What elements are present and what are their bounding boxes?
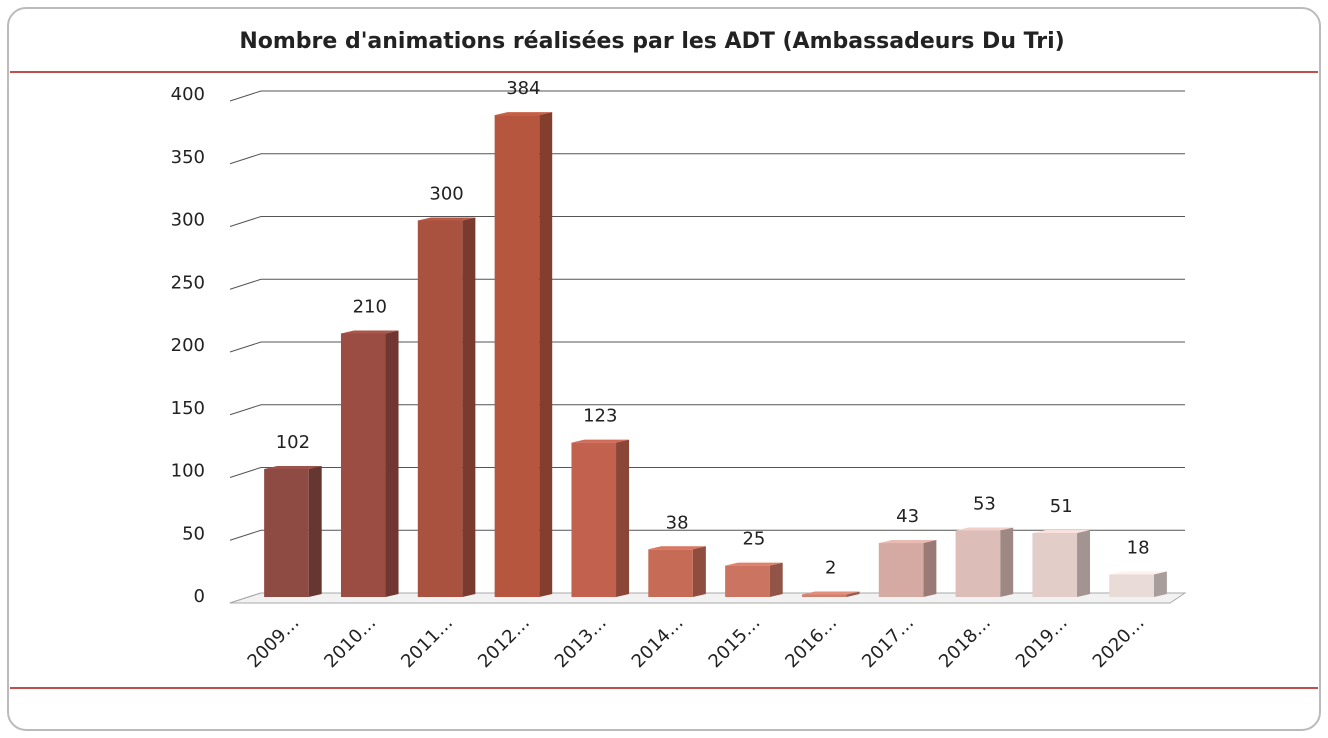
bar (571, 442, 617, 597)
bar-top (955, 527, 1014, 531)
bar-side (385, 330, 399, 597)
value-label: 51 (1050, 496, 1073, 517)
bar-top (417, 217, 476, 221)
bar-side (616, 439, 630, 597)
value-label: 384 (506, 78, 540, 99)
grid-line (229, 216, 1185, 227)
bar-side (846, 591, 860, 597)
y-tick-label: 150 (171, 398, 205, 419)
bar (878, 543, 924, 597)
bar-top (264, 465, 322, 469)
bar (1109, 574, 1154, 597)
bar-side (1000, 527, 1014, 597)
bar (340, 333, 386, 597)
bar (417, 220, 463, 597)
bar (725, 565, 770, 597)
bar-top (725, 562, 783, 566)
grid-line (229, 90, 1185, 102)
bar-side (692, 546, 706, 597)
y-tick-label: 100 (171, 461, 205, 482)
bar-side (462, 217, 476, 597)
bar-side (923, 540, 937, 597)
bar-top (1109, 571, 1167, 575)
bar-side (769, 562, 783, 597)
grid-line (229, 404, 1185, 416)
value-label: 53 (973, 493, 996, 514)
bar-top (801, 591, 860, 595)
bar (648, 549, 693, 597)
value-label: 210 (353, 296, 387, 317)
bar (494, 115, 540, 597)
chart-title: Nombre d'animations réalisées par les AD… (239, 29, 1064, 54)
value-label: 2 (825, 557, 836, 578)
bar (1032, 532, 1078, 597)
bar-side (308, 465, 322, 597)
bar-side (1153, 571, 1167, 597)
value-label: 25 (742, 529, 765, 550)
bar (264, 468, 309, 597)
bar-top (878, 540, 937, 544)
bar-top (340, 330, 399, 334)
bar-top (648, 546, 706, 550)
y-tick-label: 250 (171, 272, 205, 293)
value-label: 102 (276, 432, 310, 453)
bar-side (1077, 529, 1091, 597)
y-tick-label: 350 (171, 147, 205, 168)
y-tick-label: 400 (171, 84, 205, 105)
bar-top (571, 439, 630, 443)
grid-line (229, 153, 1185, 165)
bar (801, 594, 847, 597)
bar-top (494, 112, 553, 116)
grid-line (229, 529, 1185, 541)
grid-line (229, 341, 1185, 353)
value-label: 300 (429, 184, 463, 205)
value-label: 18 (1127, 537, 1150, 558)
bar (955, 530, 1001, 597)
grid-line (229, 467, 1185, 478)
y-tick-label: 50 (182, 523, 205, 544)
value-label: 123 (583, 406, 617, 427)
y-tick-label: 0 (194, 586, 205, 607)
value-label: 38 (666, 512, 689, 533)
bar-side (539, 112, 553, 597)
value-label: 43 (896, 506, 919, 527)
y-tick-label: 300 (171, 210, 205, 231)
bar-top (1032, 529, 1091, 533)
y-tick-label: 200 (171, 335, 205, 356)
grid-line (229, 278, 1185, 290)
